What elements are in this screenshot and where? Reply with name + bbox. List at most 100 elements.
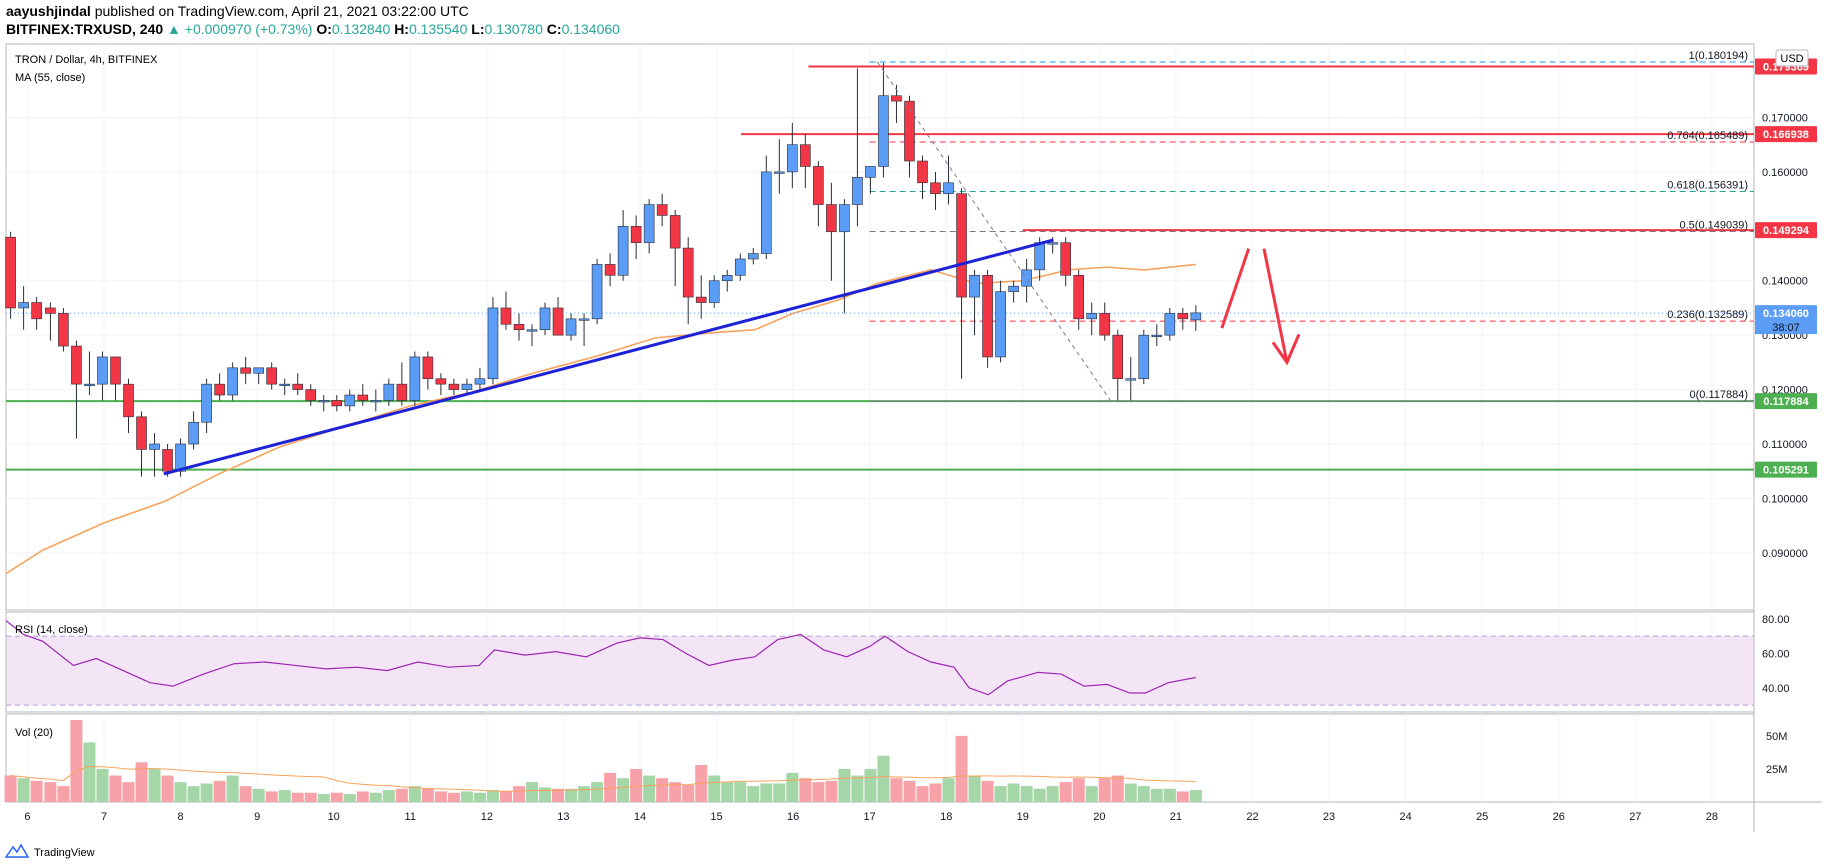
- candle-down: [292, 373, 304, 396]
- candle-body: [201, 383, 212, 423]
- candle-body: [826, 204, 837, 233]
- candle-up: [578, 313, 590, 347]
- candle-down: [682, 237, 694, 325]
- candle-up: [1138, 329, 1150, 385]
- candle-body: [630, 226, 642, 243]
- time-tick-label: 26: [1553, 811, 1565, 823]
- volume-bar: [1098, 778, 1111, 802]
- volume-bar: [578, 786, 591, 802]
- candle-down: [266, 362, 277, 390]
- time-tick-label: 23: [1323, 811, 1335, 823]
- currency-button[interactable]: USD: [1775, 49, 1809, 67]
- candle-down: [214, 373, 225, 401]
- fibonacci-retracement[interactable]: 1(0.180194) 0.764(0.165489) 0.618(0.156391…: [869, 50, 1754, 402]
- candle-down: [813, 161, 824, 227]
- candle-up: [865, 166, 876, 194]
- volume-bar: [395, 788, 408, 802]
- fib-label: 0.764(0.165489): [1667, 130, 1748, 142]
- last-price-tag-bg: [1755, 305, 1817, 322]
- volume-bar: [1007, 783, 1020, 802]
- volume-bar: [760, 783, 773, 802]
- candle-up: [969, 269, 980, 336]
- volume-indicator: [4, 720, 1202, 802]
- author-name[interactable]: aayushjindal: [6, 3, 91, 19]
- high-label: H:: [394, 21, 409, 37]
- volume-bar: [330, 792, 343, 802]
- footer[interactable]: TradingView: [4, 843, 95, 859]
- volume-bar: [356, 791, 369, 802]
- volume-bar: [4, 775, 17, 802]
- volume-bar: [1124, 783, 1137, 802]
- down-arrow-drawing[interactable]: [1262, 248, 1301, 366]
- candle-down: [1073, 269, 1084, 330]
- trendline[interactable]: [163, 238, 1054, 476]
- time-axis[interactable]: 6 7 8 9 10 11 12 13 14 15 16 17 18 19 20 21 22 23 24 25 26 27…: [24, 811, 1718, 823]
- candle-down: [31, 297, 42, 330]
- candle-up: [1190, 305, 1202, 331]
- candle-body: [214, 383, 225, 396]
- candle-up: [1021, 258, 1032, 303]
- rsi-line: [5, 620, 1196, 696]
- candle-down: [656, 193, 668, 227]
- candle-body: [110, 356, 121, 385]
- candle-body: [383, 383, 395, 401]
- candle-body: [917, 160, 928, 184]
- drawings[interactable]: [163, 61, 1301, 476]
- candle-up: [1164, 307, 1176, 341]
- volume-bar: [565, 788, 578, 802]
- candle-body: [370, 400, 382, 403]
- header: aayushjindal published on TradingView.co…: [6, 3, 620, 37]
- high-value: 0.135540: [409, 21, 468, 37]
- candle-body: [435, 378, 447, 385]
- volume-bar: [591, 782, 604, 802]
- time-tick-label: 17: [864, 811, 876, 823]
- candle-body: [578, 318, 590, 321]
- candle-body: [1125, 378, 1137, 381]
- price-tick-label: 0.140000: [1762, 276, 1808, 288]
- volume-tick-label: 50M: [1766, 731, 1787, 743]
- candle-body: [58, 313, 69, 347]
- candle-up: [526, 324, 538, 347]
- candle-body: [448, 383, 460, 390]
- candle-body: [552, 307, 564, 336]
- candle-body: [1086, 313, 1098, 320]
- svg-text:BITFINEX:TRXUSD, 240 ▲: BITFINEX:TRXUSD, 240 ▲ +0.000970 (+0.73%…: [6, 21, 620, 37]
- candle-body: [149, 443, 160, 450]
- volume-bar: [512, 786, 525, 802]
- candle-body: [253, 367, 264, 374]
- candle-down: [422, 351, 434, 390]
- symbol-label: BITFINEX:TRXUSD, 240: [6, 21, 163, 37]
- time-tick-label: 21: [1170, 811, 1182, 823]
- volume-bar: [317, 794, 330, 802]
- volume-bar: [890, 778, 903, 802]
- rsi-indicator: [5, 620, 1754, 706]
- price-axis[interactable]: 0.1700000.1600000.1400000.1300000.120000…: [1762, 112, 1808, 775]
- countdown-bg: [1755, 321, 1817, 335]
- svg-text:aayushjindal published on Trad: aayushjindal published on TradingView.co…: [6, 3, 469, 19]
- candle-body: [344, 394, 356, 407]
- level-price-tag: 0.149294: [1763, 225, 1810, 237]
- candle-body: [1099, 313, 1111, 336]
- candle-up: [461, 378, 473, 396]
- volume-bar: [447, 792, 460, 802]
- volume-bar: [526, 782, 539, 802]
- candle-down: [800, 133, 811, 189]
- candle-down: [136, 411, 147, 477]
- volume-bar: [1085, 786, 1098, 802]
- up-arrow-drawing[interactable]: [1220, 248, 1251, 329]
- volume-ma-line: [10, 765, 1196, 792]
- price-tick-label: 0.160000: [1762, 167, 1808, 179]
- candle-up: [760, 155, 772, 259]
- candle-body: [461, 383, 473, 390]
- candle-body: [930, 182, 941, 194]
- low-label: L:: [471, 21, 484, 37]
- published-text: published on TradingView.com, April 21, …: [95, 3, 469, 19]
- candle-up: [1125, 356, 1137, 401]
- candle-body: [865, 166, 876, 178]
- candle-up: [409, 351, 421, 406]
- time-tick-label: 20: [1093, 811, 1105, 823]
- candle-body: [956, 193, 967, 298]
- candle-down: [123, 378, 134, 434]
- level-price-tag-bg: [1755, 393, 1817, 410]
